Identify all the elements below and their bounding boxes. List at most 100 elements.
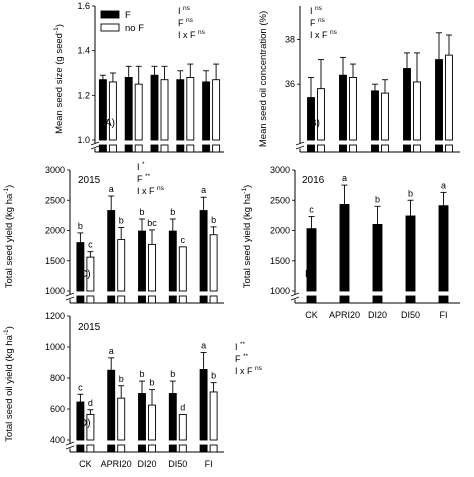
year-label: 2015 bbox=[78, 175, 101, 186]
y-tick-label: 1.0 bbox=[77, 135, 90, 145]
bar-base-stub bbox=[86, 295, 95, 304]
bar bbox=[339, 74, 347, 141]
bar bbox=[138, 230, 146, 292]
year-label: 2016 bbox=[302, 175, 325, 186]
bar-base-stub bbox=[178, 295, 187, 304]
bar-base-stub bbox=[371, 144, 379, 153]
bar-base-stub bbox=[76, 295, 85, 304]
y-tick-label: 1.6 bbox=[77, 1, 90, 11]
bar bbox=[160, 79, 169, 141]
bar-base-stub bbox=[138, 295, 146, 304]
bar-base-stub bbox=[134, 144, 143, 153]
significance-stat: I x F ns bbox=[137, 185, 165, 196]
bar-base-stub bbox=[349, 144, 357, 153]
y-tick-label: 1000 bbox=[45, 286, 65, 296]
panel-label: D) bbox=[80, 418, 91, 429]
bar bbox=[371, 90, 379, 141]
significance-letter: d bbox=[88, 398, 93, 408]
bar bbox=[445, 54, 453, 141]
bar bbox=[150, 74, 159, 141]
bar bbox=[108, 81, 117, 141]
bar bbox=[186, 77, 195, 141]
bar bbox=[209, 391, 218, 441]
y-axis-label: Mean seed size (g seed-1) bbox=[53, 24, 65, 134]
legend-label: F bbox=[125, 10, 131, 21]
y-tick-label: 36 bbox=[285, 79, 295, 89]
bar-base-stub bbox=[381, 144, 389, 153]
y-axis-label: Total seed oil yield (kg ha-1) bbox=[3, 326, 15, 442]
significance-letter: d bbox=[180, 402, 185, 412]
y-axis-break-mark bbox=[90, 145, 100, 150]
x-tick-label: APRI20 bbox=[101, 459, 132, 469]
bar-base-stub bbox=[317, 144, 325, 153]
bar bbox=[306, 228, 317, 292]
significance-letter: b bbox=[119, 374, 124, 384]
bar bbox=[435, 59, 443, 141]
bar bbox=[117, 239, 126, 292]
significance-letter: b bbox=[170, 369, 175, 379]
bar bbox=[168, 230, 177, 292]
bar bbox=[178, 246, 187, 292]
significance-stat: I x F ns bbox=[310, 29, 338, 40]
bar-base-stub bbox=[178, 444, 187, 453]
y-axis-break-gap bbox=[66, 443, 74, 449]
panel-c: 1000 1500 2000 2500 3000 Total seed yield (kg… bbox=[3, 161, 224, 304]
bar bbox=[148, 404, 156, 441]
bar bbox=[148, 243, 156, 292]
y-tick-label: 800 bbox=[50, 373, 65, 383]
bar-base-stub bbox=[186, 144, 195, 153]
bar bbox=[176, 79, 185, 141]
panel-label: B) bbox=[310, 118, 320, 129]
y-axis-label: Total seed yield (kg ha-1) bbox=[3, 185, 15, 288]
significance-letter: b bbox=[139, 207, 144, 217]
y-tick-label: 1.2 bbox=[77, 90, 90, 100]
x-tick-label: DI50 bbox=[168, 459, 187, 469]
bar-base-stub bbox=[202, 144, 211, 153]
y-axis-break-mark bbox=[65, 445, 75, 450]
y-axis-label: Mean seed oil concentration (%) bbox=[258, 11, 269, 147]
bar-base-stub bbox=[339, 295, 350, 304]
bar-base-stub bbox=[148, 444, 156, 453]
x-tick-label: CK bbox=[79, 459, 92, 469]
significance-stat: I x F ns bbox=[235, 365, 263, 376]
bar-base-stub bbox=[403, 144, 411, 153]
bar-base-stub bbox=[445, 144, 453, 153]
y-axis-break-mark bbox=[290, 292, 300, 297]
significance-letter: bc bbox=[147, 218, 157, 228]
x-tick-label: FI bbox=[205, 459, 213, 469]
bar bbox=[202, 81, 211, 141]
bar bbox=[349, 77, 357, 141]
significance-stat: I ** bbox=[235, 341, 246, 352]
bar-base-stub bbox=[176, 144, 185, 153]
y-axis-break-mark bbox=[65, 441, 75, 446]
significance-letter: b bbox=[78, 221, 83, 231]
x-tick-label: DI50 bbox=[401, 310, 420, 320]
bar bbox=[134, 83, 143, 141]
y-tick-label: 1500 bbox=[45, 256, 65, 266]
significance-letter: b bbox=[119, 215, 124, 225]
y-tick-label: 3000 bbox=[270, 165, 290, 175]
bar bbox=[124, 77, 133, 141]
bar-base-stub bbox=[107, 295, 116, 304]
bar bbox=[199, 210, 208, 292]
bar-base-stub bbox=[108, 144, 117, 153]
bar bbox=[138, 393, 146, 441]
significance-letter: b bbox=[139, 369, 144, 379]
bar-base-stub bbox=[372, 295, 383, 304]
panel-label: E) bbox=[305, 269, 315, 280]
bar bbox=[107, 369, 116, 441]
significance-stat: F ns bbox=[310, 17, 326, 28]
y-axis-break-mark bbox=[295, 145, 305, 150]
significance-letter: b bbox=[408, 188, 413, 198]
significance-letter: a bbox=[201, 185, 206, 195]
bar-base-stub bbox=[98, 144, 107, 153]
bar-base-stub bbox=[405, 295, 416, 304]
bar bbox=[372, 223, 383, 292]
y-tick-label: 400 bbox=[50, 435, 65, 445]
bar-base-stub bbox=[199, 444, 208, 453]
y-axis-break-mark bbox=[290, 296, 300, 301]
x-tick-label: FI bbox=[440, 310, 448, 320]
y-axis-break-mark bbox=[65, 292, 75, 297]
bar-base-stub bbox=[209, 295, 218, 304]
